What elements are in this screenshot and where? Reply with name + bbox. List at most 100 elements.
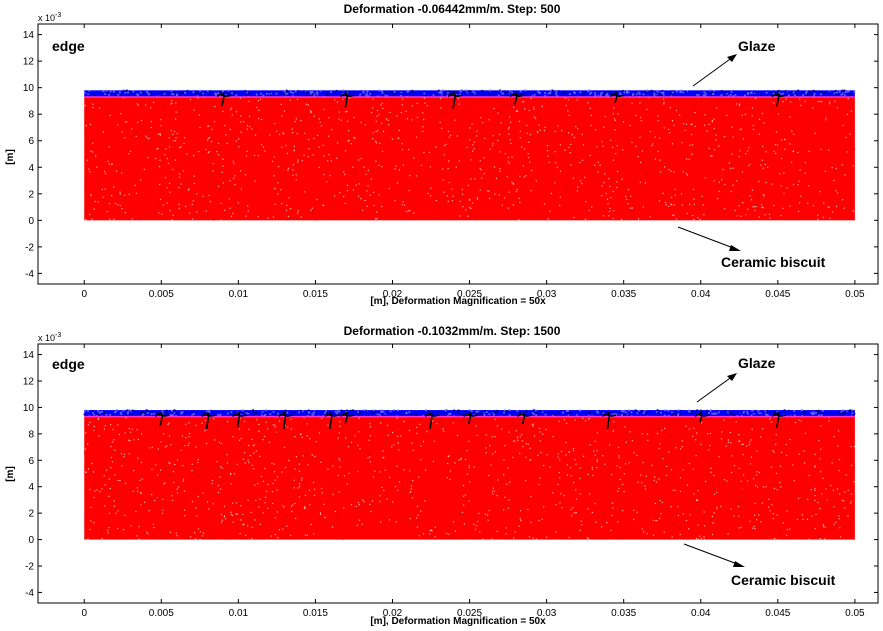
biscuit-particle (725, 537, 727, 539)
biscuit-particle (625, 441, 627, 443)
glaze-particle (172, 93, 175, 96)
biscuit-particle (734, 209, 736, 212)
biscuit-particle (276, 476, 279, 478)
biscuit-particle (668, 168, 670, 171)
biscuit-particle (277, 537, 279, 539)
biscuit-particle (700, 537, 703, 539)
edge-label: edge (52, 356, 85, 372)
biscuit-particle (92, 471, 95, 473)
biscuit-particle (603, 209, 606, 211)
glaze-particle (307, 409, 310, 412)
biscuit-particle (617, 175, 620, 177)
biscuit-particle (175, 532, 178, 534)
biscuit-particle (767, 517, 769, 519)
biscuit-particle (454, 210, 457, 212)
biscuit-particle (104, 505, 106, 507)
biscuit-particle (207, 139, 209, 141)
biscuit-particle (217, 491, 220, 494)
biscuit-particle (494, 418, 496, 421)
glaze-particle (590, 91, 593, 94)
biscuit-particle (311, 207, 314, 209)
biscuit-particle (180, 449, 182, 451)
biscuit-particle (201, 535, 204, 537)
biscuit-particle (696, 499, 698, 502)
biscuit-particle (94, 490, 96, 492)
biscuit-particle (671, 196, 673, 199)
biscuit-particle (119, 204, 121, 207)
biscuit-particle (529, 447, 531, 449)
biscuit-particle (442, 430, 445, 432)
biscuit-particle (306, 435, 308, 437)
biscuit-particle (153, 526, 155, 529)
biscuit-particle (428, 151, 431, 154)
biscuit-particle (612, 430, 614, 432)
biscuit-particle (443, 144, 446, 147)
biscuit-particle (423, 151, 425, 154)
biscuit-particle (825, 124, 828, 126)
biscuit-particle (730, 471, 733, 474)
biscuit-particle (156, 474, 159, 476)
biscuit-particle (111, 163, 113, 166)
y-tick-label: -4 (25, 269, 34, 280)
biscuit-particle (267, 217, 269, 219)
biscuit-particle (219, 466, 222, 468)
biscuit-particle (197, 528, 200, 530)
glaze-particle (235, 94, 238, 97)
biscuit-particle (278, 529, 281, 531)
biscuit-particle (826, 498, 828, 500)
biscuit-particle (185, 483, 187, 485)
glaze-particle (105, 89, 108, 92)
biscuit-particle (539, 431, 541, 433)
biscuit-particle (339, 459, 341, 461)
biscuit-particle (681, 440, 683, 442)
biscuit-particle (459, 514, 461, 516)
crack-vertical (776, 411, 780, 428)
biscuit-particle (613, 107, 615, 109)
glaze-particle (146, 411, 149, 415)
biscuit-particle (194, 538, 197, 540)
biscuit-particle (835, 521, 837, 523)
biscuit-particle (120, 476, 122, 478)
biscuit-particle (494, 193, 496, 195)
biscuit-particle (765, 181, 767, 184)
biscuit-particle (84, 448, 87, 450)
biscuit-particle (291, 510, 293, 513)
biscuit-particle (568, 114, 570, 117)
biscuit-particle (141, 517, 143, 520)
biscuit-particle (737, 505, 740, 508)
biscuit-particle (191, 489, 193, 491)
biscuit-particle (511, 188, 513, 190)
biscuit-particle (372, 492, 374, 494)
biscuit-particle (682, 171, 684, 173)
biscuit-particle (590, 496, 592, 498)
glaze-particle (711, 90, 714, 94)
biscuit-particle (781, 451, 783, 454)
biscuit-particle (234, 160, 237, 163)
biscuit-particle (683, 126, 686, 128)
biscuit-particle (306, 115, 308, 117)
glaze-particle (173, 412, 176, 415)
biscuit-particle (434, 526, 436, 528)
biscuit-particle (525, 443, 527, 445)
biscuit-particle (772, 513, 775, 515)
crack-vertical (699, 411, 703, 423)
biscuit-particle (318, 146, 320, 148)
biscuit-particle (98, 107, 101, 109)
biscuit-particle (91, 462, 93, 465)
glaze-particle (623, 413, 626, 416)
biscuit-particle (732, 184, 734, 186)
glaze-particle (411, 90, 414, 93)
biscuit-particle (361, 169, 363, 172)
glaze-particle (518, 412, 521, 415)
biscuit-particle (685, 425, 687, 427)
biscuit-particle (240, 437, 242, 440)
biscuit-particle (164, 154, 166, 156)
biscuit-particle (281, 199, 283, 202)
biscuit-particle (86, 492, 89, 495)
glaze-particle (91, 409, 94, 412)
biscuit-particle (172, 507, 175, 510)
biscuit-particle (310, 523, 312, 526)
ceramic-biscuit-region (84, 416, 855, 540)
glaze-label: Glaze (738, 38, 776, 54)
biscuit-particle (550, 192, 553, 195)
